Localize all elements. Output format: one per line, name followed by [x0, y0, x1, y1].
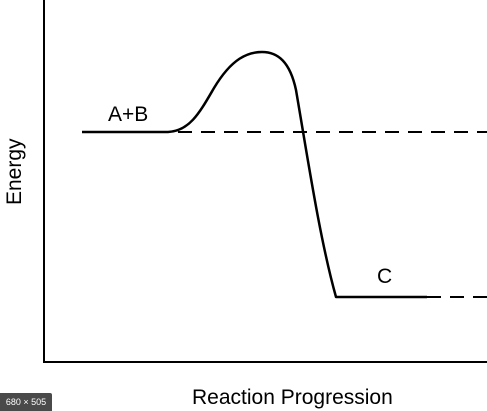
y-axis-title: Energy	[3, 138, 26, 205]
x-axis-title: Reaction Progression	[192, 386, 393, 409]
energy-curve	[82, 50, 427, 299]
product-label: C	[377, 265, 392, 288]
reactant-label: A+B	[108, 103, 148, 126]
image-size-badge: 680 × 505	[0, 393, 52, 411]
